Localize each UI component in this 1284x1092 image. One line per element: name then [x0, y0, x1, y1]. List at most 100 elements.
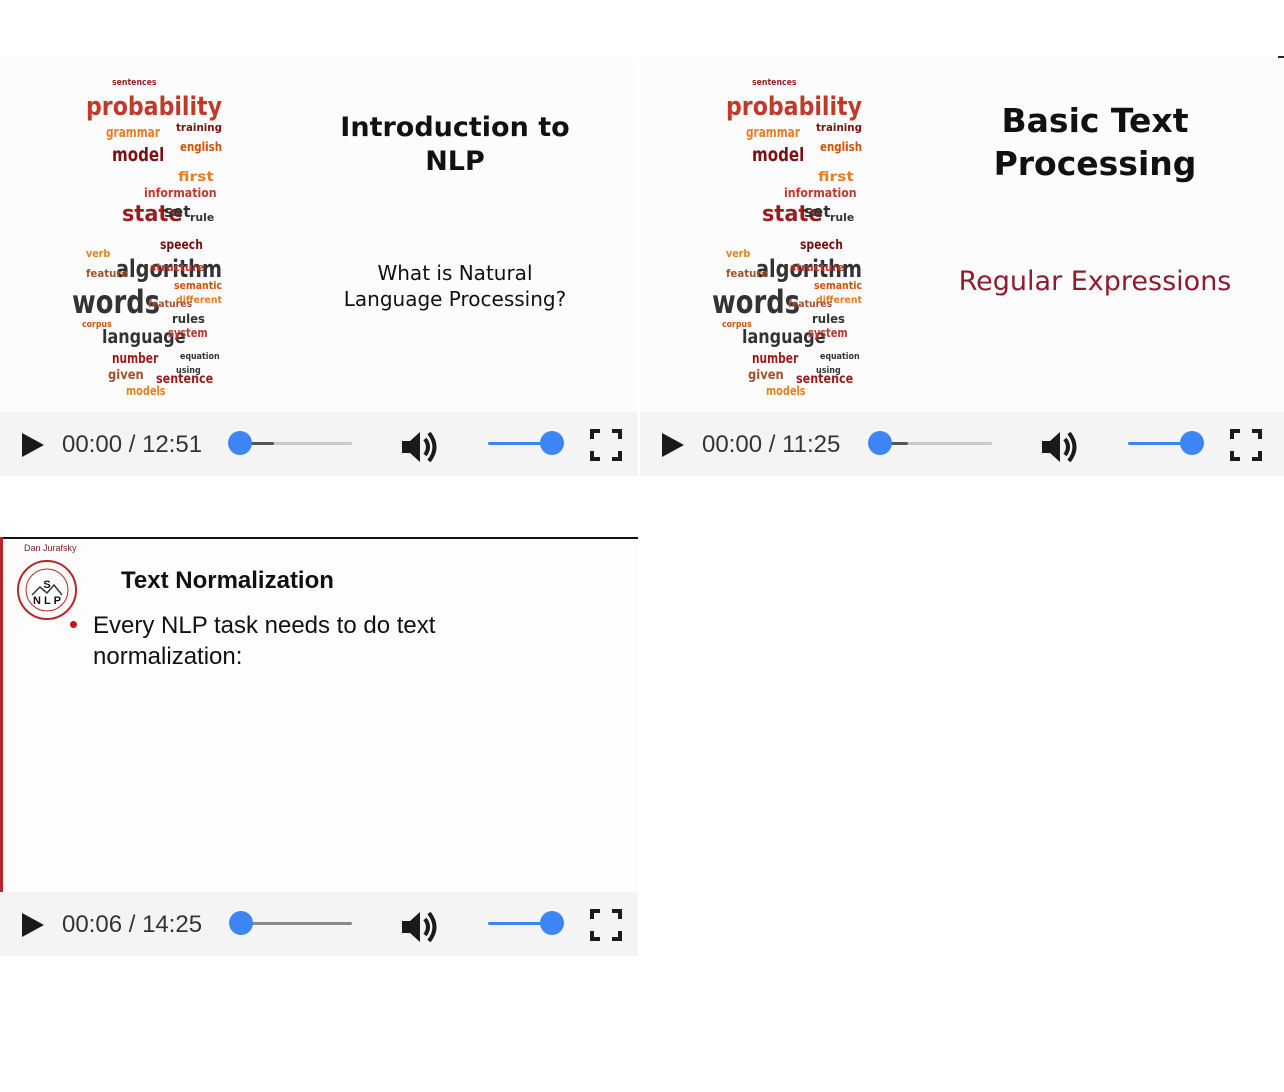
word-cloud-word: state [122, 202, 183, 227]
volume-icon[interactable] [400, 910, 440, 944]
word-cloud-word: different [816, 295, 862, 306]
word-cloud-word: structure [150, 261, 205, 274]
word-cloud-word: training [176, 121, 222, 134]
word-cloud-word: grammar [746, 125, 801, 141]
video-controls: 00:06 / 14:25 [0, 892, 638, 956]
seek-thumb[interactable] [228, 431, 252, 455]
word-cloud-word: models [126, 384, 166, 398]
word-cloud-word: algorithm [756, 255, 862, 283]
time-display: 00:00 / 11:25 [702, 431, 841, 458]
slide-title: Introduction to NLP [340, 112, 570, 177]
word-cloud-word: english [820, 140, 862, 154]
seek-slider[interactable] [228, 911, 352, 935]
word-cloud-word: verb [86, 247, 110, 260]
volume-slider[interactable] [1128, 431, 1204, 455]
word-cloud-word: language [742, 326, 826, 348]
volume-thumb[interactable] [1180, 431, 1204, 455]
slide-author: Dan Jurafsky [24, 543, 77, 553]
play-icon[interactable] [20, 432, 46, 458]
word-cloud-word: models [766, 384, 806, 398]
word-cloud-word: equation [180, 352, 220, 362]
word-cloud-word: probability [726, 92, 862, 122]
word-cloud-word: given [108, 368, 144, 383]
seek-slider[interactable] [868, 431, 992, 455]
word-cloud-word: features [788, 299, 832, 310]
slide-title: Text Normalization [121, 567, 334, 594]
word-cloud-word: probability [86, 92, 222, 122]
word-cloud-word: sentence [796, 372, 853, 387]
slide-left-border [0, 537, 3, 892]
word-cloud-word: sentence [156, 372, 213, 387]
time-display: 00:06 / 14:25 [62, 911, 203, 938]
video-frame[interactable]: Dan Jurafsky S N L P Text Normalization … [0, 537, 638, 892]
volume-icon[interactable] [400, 430, 440, 464]
bullet-icon [70, 621, 77, 628]
seek-thumb[interactable] [228, 911, 253, 935]
slide-title: Basic Text Processing [993, 101, 1197, 183]
word-cloud-word: features [148, 299, 192, 310]
word-cloud-word: structure [790, 261, 845, 274]
word-cloud-word: set [164, 202, 191, 221]
word-cloud-word: grammar [106, 125, 161, 141]
word-cloud-image: sentences probability grammar model english i… [72, 71, 223, 401]
word-cloud-word: words [712, 283, 800, 321]
word-cloud-word: feature [726, 267, 769, 280]
word-cloud-word: language [102, 326, 186, 348]
word-cloud-word: using [176, 366, 201, 376]
play-icon[interactable] [660, 432, 686, 458]
video-controls: 00:00 / 11:25 [640, 412, 1284, 476]
edge-divider [1278, 56, 1284, 58]
word-cloud-word: number [752, 351, 799, 367]
video-player-2: sentences probability grammar model english i… [640, 57, 1284, 476]
slide-bullet: Every NLP task needs to do text normaliz… [93, 612, 436, 670]
seek-thumb[interactable] [868, 431, 892, 455]
fullscreen-icon[interactable] [590, 429, 622, 461]
word-cloud-word: semantic [814, 279, 862, 292]
word-cloud-word: model [752, 144, 804, 166]
word-cloud-word: rule [190, 211, 214, 224]
word-cloud-word: sentences [752, 78, 797, 88]
word-cloud-word: verb [726, 247, 750, 260]
word-cloud-word: system [808, 326, 848, 340]
word-cloud-word: equation [820, 352, 860, 362]
svg-text:N L P: N L P [33, 595, 61, 607]
word-cloud-word: set [804, 202, 831, 221]
slide: Dan Jurafsky S N L P Text Normalization … [0, 537, 638, 892]
word-cloud-word: english [180, 140, 222, 154]
word-cloud-word: rule [830, 211, 854, 224]
slide-subtitle: Regular Expressions [958, 266, 1232, 297]
volume-icon[interactable] [1040, 430, 1080, 464]
video-frame[interactable]: sentences probability grammar model english i… [0, 57, 638, 412]
word-cloud-word: state [762, 202, 823, 227]
word-cloud-word: corpus [722, 320, 752, 330]
word-cloud-word: different [176, 295, 222, 306]
volume-slider[interactable] [488, 431, 564, 455]
svg-text:S: S [43, 579, 50, 591]
seek-slider[interactable] [228, 431, 352, 455]
fullscreen-icon[interactable] [590, 909, 622, 941]
volume-thumb[interactable] [540, 431, 564, 455]
word-cloud-word: information [144, 186, 217, 200]
video-frame[interactable]: sentences probability grammar model english i… [640, 57, 1284, 412]
video-controls: 00:00 / 12:51 [0, 412, 638, 476]
word-cloud-image: sentences probability grammar model english i… [712, 71, 863, 401]
slide-subtitle: What is Natural Language Processing? [343, 261, 567, 311]
word-cloud-word: speech [800, 238, 843, 253]
volume-slider[interactable] [488, 911, 564, 935]
fullscreen-icon[interactable] [1230, 429, 1262, 461]
video-player-3: Dan Jurafsky S N L P Text Normalization … [0, 537, 638, 956]
word-cloud-word: using [816, 366, 841, 376]
play-icon[interactable] [20, 912, 46, 938]
word-cloud-word: rules [172, 312, 205, 326]
word-cloud-word: given [748, 368, 784, 383]
time-display: 00:00 / 12:51 [62, 431, 203, 458]
word-cloud-word: system [168, 326, 208, 340]
word-cloud-word: information [784, 186, 857, 200]
word-cloud-word: rules [812, 312, 845, 326]
word-cloud-word: first [178, 170, 214, 185]
word-cloud-word: speech [160, 238, 203, 253]
volume-thumb[interactable] [540, 911, 564, 935]
word-cloud-word: training [816, 121, 862, 134]
word-cloud-word: first [818, 170, 854, 185]
word-cloud-word: words [72, 283, 160, 321]
